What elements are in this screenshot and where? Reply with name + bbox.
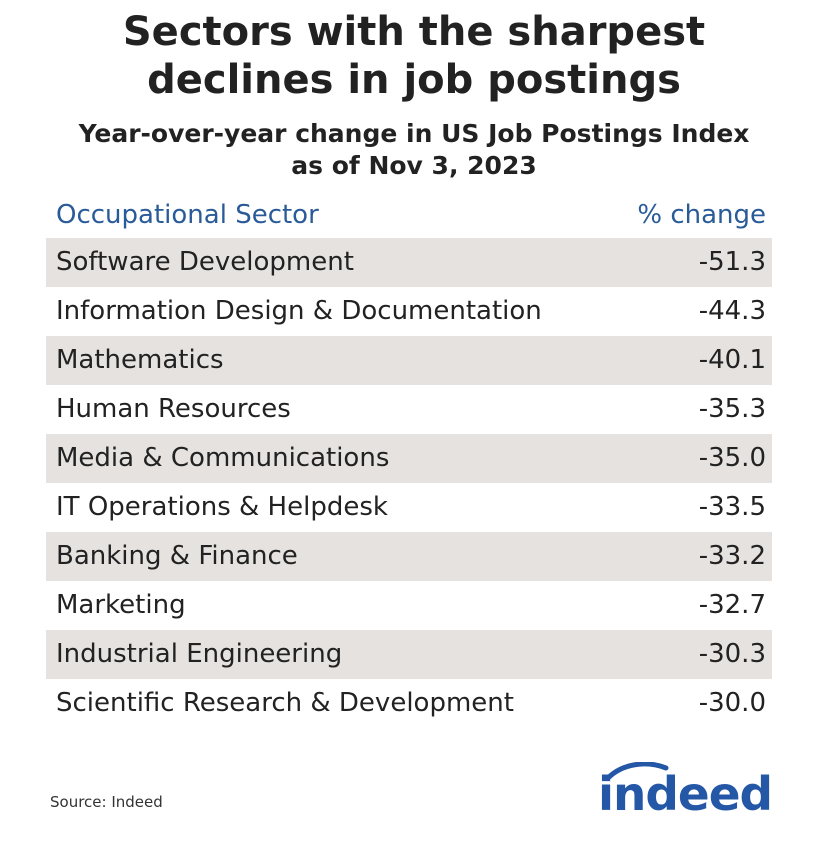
table-row: Information Design & Documentation -44.3 (46, 287, 772, 336)
sector-name: Industrial Engineering (56, 639, 343, 669)
column-header-change: % change (637, 200, 766, 230)
percent-change-value: -44.3 (698, 296, 766, 326)
percent-change-value: -35.3 (698, 394, 766, 424)
source-note: Source: Indeed (50, 793, 163, 811)
percent-change-value: -30.3 (698, 639, 766, 669)
table-row: Marketing -32.7 (46, 581, 772, 630)
table-row: Human Resources -35.3 (46, 385, 772, 434)
sector-name: Marketing (56, 590, 186, 620)
chart-subtitle: Year-over-year change in US Job Postings… (0, 118, 828, 182)
percent-change-value: -33.2 (698, 541, 766, 571)
table-row: Banking & Finance -33.2 (46, 532, 772, 581)
sector-name: Mathematics (56, 345, 224, 375)
column-header-sector: Occupational Sector (56, 200, 319, 230)
sector-name: Human Resources (56, 394, 291, 424)
table-row: Mathematics -40.1 (46, 336, 772, 385)
percent-change-value: -33.5 (698, 492, 766, 522)
chart-title: Sectors with the sharpest declines in jo… (0, 8, 828, 104)
table-row: Industrial Engineering -30.3 (46, 630, 772, 679)
logo-wordmark: indeed (598, 767, 772, 818)
chart-subtitle-line-2: as of Nov 3, 2023 (291, 151, 537, 180)
percent-change-value: -30.0 (698, 688, 766, 718)
chart-subtitle-line-1: Year-over-year change in US Job Postings… (78, 119, 750, 148)
percent-change-value: -51.3 (698, 247, 766, 277)
indeed-logo: indeed (598, 762, 773, 818)
table-header: Occupational Sector % change (46, 192, 772, 238)
data-table: Occupational Sector % change Software De… (46, 192, 772, 728)
sector-name: Media & Communications (56, 443, 390, 473)
sector-name: Software Development (56, 247, 354, 277)
sector-name: Banking & Finance (56, 541, 298, 571)
sector-name: Scientific Research & Development (56, 688, 514, 718)
sector-name: IT Operations & Helpdesk (56, 492, 388, 522)
chart-title-line-1: Sectors with the sharpest (122, 9, 706, 55)
table-row: Media & Communications -35.0 (46, 434, 772, 483)
table-body: Software Development -51.3 Information Des… (46, 238, 772, 728)
percent-change-value: -40.1 (698, 345, 766, 375)
table-row: Scientific Research & Development -30.0 (46, 679, 772, 728)
logo-arc (605, 762, 669, 781)
table-row: IT Operations & Helpdesk -33.5 (46, 483, 772, 532)
sector-name: Information Design & Documentation (56, 296, 542, 326)
chart-title-line-2: declines in job postings (147, 57, 681, 103)
percent-change-value: -35.0 (698, 443, 766, 473)
percent-change-value: -32.7 (698, 590, 766, 620)
table-row: Software Development -51.3 (46, 238, 772, 287)
